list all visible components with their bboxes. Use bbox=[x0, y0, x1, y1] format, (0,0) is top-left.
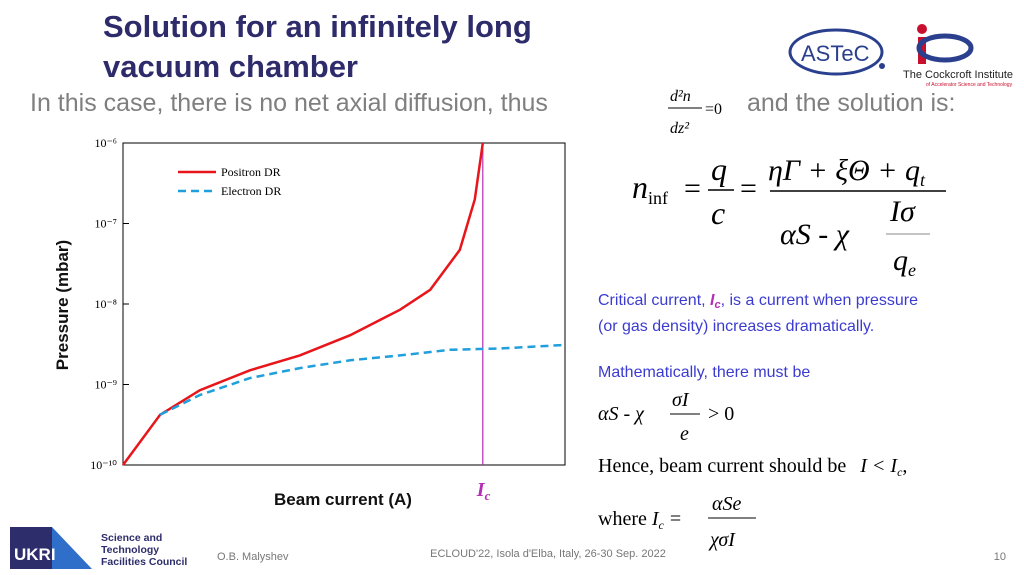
main-equation: ninf = q c = ηΓ + ξΘ + qt αS - χ Iσ qe bbox=[632, 151, 946, 280]
eq-sub: c bbox=[897, 465, 903, 479]
eq-term: ηΓ + ξΘ + q bbox=[768, 154, 920, 187]
ic-label-main: I bbox=[476, 479, 486, 501]
y-axis-label: Pressure (mbar) bbox=[53, 240, 72, 370]
hence-text: Hence, beam current should be bbox=[598, 455, 846, 477]
logo-text: ASTeC bbox=[801, 41, 870, 66]
logo-ring bbox=[788, 28, 884, 76]
eq-sub: e bbox=[908, 260, 916, 280]
eq-term: e bbox=[680, 423, 689, 445]
astec-logo: ASTeC bbox=[788, 28, 885, 76]
intro-fraction: d²n dz² =0 bbox=[668, 88, 722, 137]
event: ECLOUD'22, Isola d'Elba, Italy, 26-30 Se… bbox=[430, 548, 666, 560]
eq-term: I < I bbox=[859, 455, 898, 477]
legend-label: Positron DR bbox=[221, 165, 281, 179]
council: Science and Technology Facilities Counci… bbox=[101, 532, 187, 568]
y-tick-label: 10⁻⁶ bbox=[94, 136, 117, 150]
page-number: 10 bbox=[994, 551, 1006, 563]
title: Solution for an infinitely long vacuum c… bbox=[103, 9, 532, 84]
eq-sign: = bbox=[670, 508, 681, 530]
logo-text: UKRI bbox=[14, 545, 56, 564]
ukri-logo: UKRI Science and Technology Facilities C… bbox=[10, 527, 187, 569]
y-tick-label: 10⁻⁸ bbox=[94, 297, 117, 311]
equals: =0 bbox=[705, 101, 722, 118]
note-line: Critical current, Ic, is a current when … bbox=[598, 292, 918, 311]
logo-block bbox=[10, 527, 52, 569]
logo-dot bbox=[879, 63, 885, 69]
eq-sign: = bbox=[740, 172, 757, 205]
eq-sub: inf bbox=[648, 188, 668, 208]
council-line: Facilities Council bbox=[101, 556, 187, 568]
ic-label-sub: c bbox=[485, 488, 491, 503]
logo-text: The Cockcroft Institute bbox=[903, 69, 1013, 81]
eq-term: I bbox=[651, 508, 660, 530]
intro: In this case, there is no net axial diff… bbox=[30, 89, 548, 117]
chart: Beam current (A) Pressure (mbar) 10⁻¹⁰ 10… bbox=[53, 136, 566, 509]
note-text: Critical current, bbox=[598, 292, 710, 309]
numerator: d²n bbox=[670, 88, 691, 105]
y-tick-label: 10⁻⁷ bbox=[94, 217, 117, 231]
y-tick-label: 10⁻⁹ bbox=[94, 378, 117, 392]
intro: and the solution is: bbox=[747, 89, 955, 117]
eq-term: ηΓ + ξΘ + qt bbox=[768, 154, 926, 190]
eq-term: σI bbox=[672, 389, 690, 411]
eq-sub: c bbox=[659, 518, 665, 532]
eq-term: , bbox=[902, 455, 907, 477]
eq-sub: t bbox=[920, 170, 926, 190]
x-axis-label: Beam current (A) bbox=[274, 490, 412, 509]
council-line: Science and bbox=[101, 532, 162, 544]
series-line bbox=[121, 142, 485, 466]
eq-term: ninf bbox=[632, 169, 668, 208]
legend-label: Electron DR bbox=[221, 184, 281, 198]
note-line: (or gas density) increases dramatically. bbox=[598, 318, 874, 335]
eq-term: αS - χ bbox=[598, 403, 645, 425]
eq-sign: = bbox=[684, 172, 701, 205]
cockcroft-logo: The Cockcroft Institute of Accelerator S… bbox=[903, 24, 1013, 88]
series-line bbox=[159, 343, 566, 416]
eq-term: qe bbox=[893, 244, 916, 280]
note-sub: c bbox=[714, 299, 720, 311]
note-line: Mathematically, there must be bbox=[598, 364, 810, 381]
eq-term: αSe bbox=[712, 493, 741, 515]
logo-subtext: of Accelerator Science and Technology bbox=[926, 82, 1013, 88]
eq-term: χσI bbox=[708, 529, 736, 551]
ic-label: Ic bbox=[476, 479, 491, 503]
author: O.B. Malyshev bbox=[217, 551, 289, 563]
logo-dot bbox=[917, 24, 927, 34]
denominator: dz² bbox=[670, 120, 690, 137]
title-line: vacuum chamber bbox=[103, 49, 358, 84]
logo-triangle bbox=[52, 527, 92, 569]
eq-term: n bbox=[632, 169, 648, 205]
note-text: , is a current when pressure bbox=[721, 292, 919, 309]
y-tick-label: 10⁻¹⁰ bbox=[90, 458, 117, 472]
notes: Critical current, Ic, is a current when … bbox=[598, 292, 918, 381]
where-line: where Ic = bbox=[598, 508, 681, 532]
eq-term: q bbox=[893, 244, 908, 277]
eq-term: αS - χ bbox=[780, 218, 850, 251]
eq-term: Iσ bbox=[889, 195, 916, 228]
condition: αS - χ σI e > 0 Hence, beam current shou… bbox=[598, 389, 907, 551]
logo-ring bbox=[916, 33, 974, 63]
eq-term: > 0 bbox=[708, 403, 734, 425]
hence-line: Hence, beam current should be I < Ic, bbox=[598, 455, 907, 479]
note-symbol: I bbox=[710, 292, 715, 309]
council-line: Technology bbox=[101, 544, 159, 556]
eq-term: q bbox=[711, 151, 727, 187]
title-line: Solution for an infinitely long bbox=[103, 9, 532, 44]
where-text: where bbox=[598, 508, 647, 530]
eq-term: c bbox=[711, 195, 725, 231]
